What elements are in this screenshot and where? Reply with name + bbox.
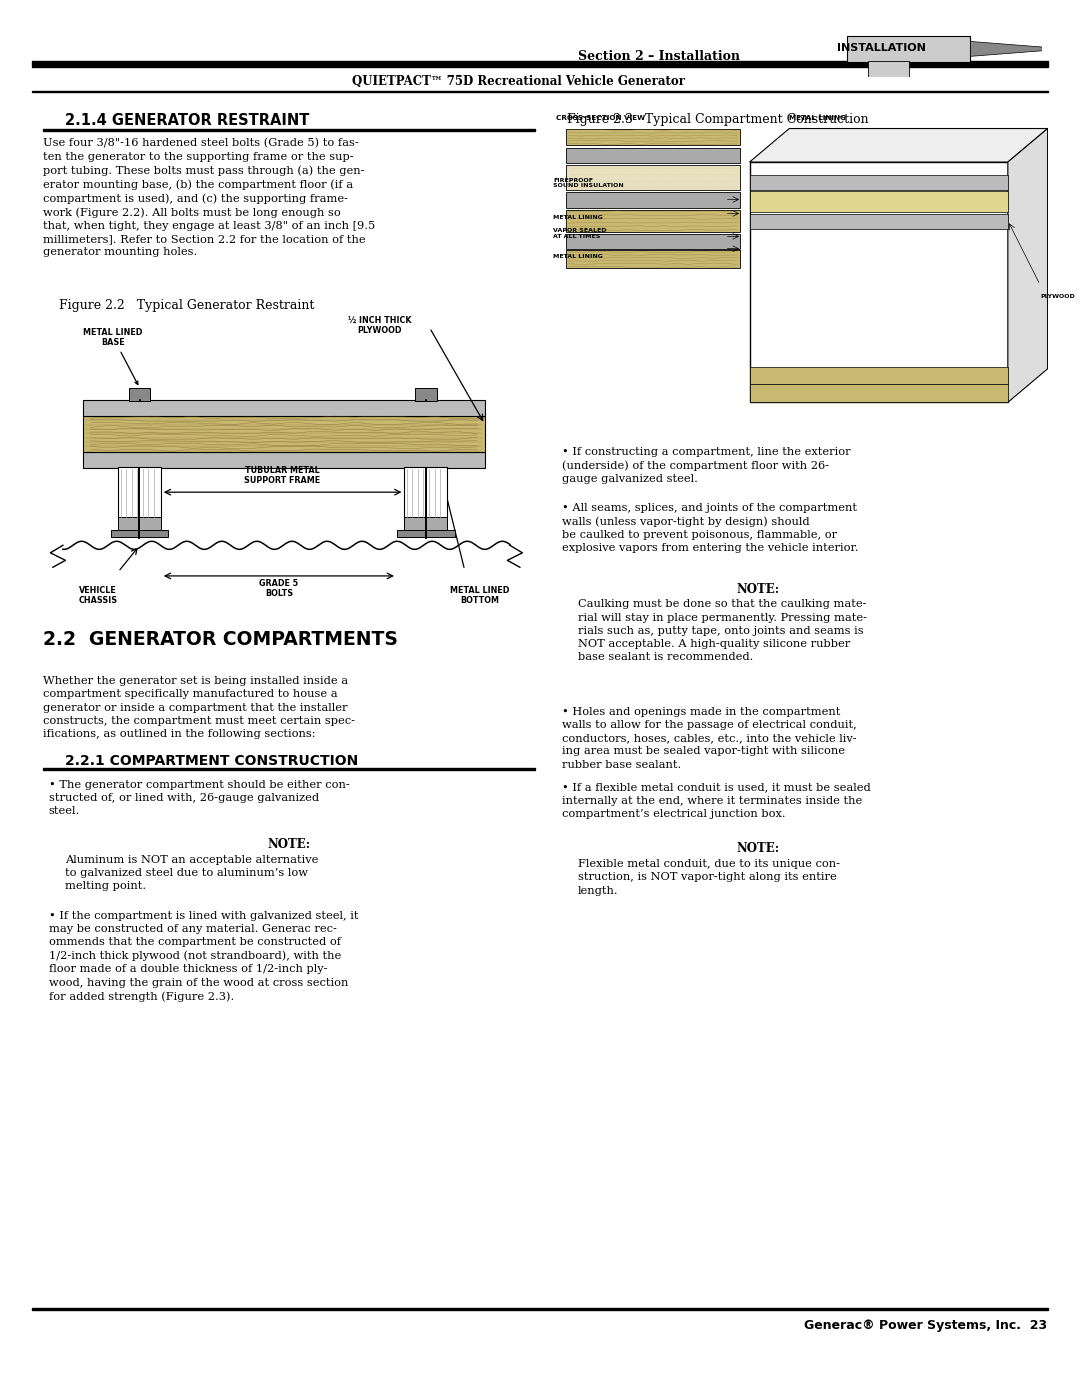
Bar (110, 529, 168, 538)
Bar (118, 517, 161, 531)
Text: Caulking must be done so that the caulking mate-
rial will stay in place permane: Caulking must be done so that the caulki… (578, 599, 867, 662)
Text: ½ INCH THICK
PLYWOOD: ½ INCH THICK PLYWOOD (348, 316, 411, 335)
Text: • All seams, splices, and joints of the compartment
walls (unless vapor-tight by: • All seams, splices, and joints of the … (562, 503, 859, 553)
Text: Generac® Power Systems, Inc.  23: Generac® Power Systems, Inc. 23 (805, 1319, 1048, 1331)
Bar (750, 214, 1008, 229)
Polygon shape (971, 42, 1042, 56)
Bar (416, 388, 436, 401)
Bar (32, 61, 1048, 67)
Text: TUBULAR METAL
SUPPORT FRAME: TUBULAR METAL SUPPORT FRAME (244, 465, 321, 485)
Bar (32, 1308, 1048, 1310)
Text: • If a flexible metal conduit is used, it must be sealed
internally at the end, : • If a flexible metal conduit is used, i… (562, 782, 870, 819)
Text: 2.2.1 COMPARTMENT CONSTRUCTION: 2.2.1 COMPARTMENT CONSTRUCTION (65, 754, 359, 768)
Text: VEHICLE
CHASSIS: VEHICLE CHASSIS (79, 585, 118, 605)
Text: METAL LINING: METAL LINING (789, 115, 847, 122)
Text: 2.2  GENERATOR COMPARTMENTS: 2.2 GENERATOR COMPARTMENTS (43, 630, 399, 650)
Text: CROSS-SECTION VIEW: CROSS-SECTION VIEW (556, 115, 645, 122)
Bar (750, 191, 1008, 212)
Bar (566, 210, 740, 232)
Bar (566, 235, 740, 249)
Bar (847, 36, 971, 61)
Text: 2.1.4 GENERATOR RESTRAINT: 2.1.4 GENERATOR RESTRAINT (65, 113, 309, 129)
Bar (566, 148, 740, 163)
Text: METAL LINING: METAL LINING (553, 215, 603, 221)
Bar (750, 162, 1008, 402)
Bar (83, 451, 485, 468)
Text: • If constructing a compartment, line the exterior
(underside) of the compartmen: • If constructing a compartment, line th… (562, 447, 850, 485)
Bar (83, 400, 485, 416)
Text: PLYWOOD: PLYWOOD (1040, 293, 1075, 299)
Text: Use four 3/8"-16 hardened steel bolts (Grade 5) to fas-
ten the generator to the: Use four 3/8"-16 hardened steel bolts (G… (43, 138, 376, 257)
Bar (750, 384, 1008, 402)
Text: Whether the generator set is being installed inside a
compartment specifically m: Whether the generator set is being insta… (43, 676, 355, 739)
Text: QUIETPACT™ 75D Recreational Vehicle Generator: QUIETPACT™ 75D Recreational Vehicle Gene… (352, 75, 685, 88)
Bar (130, 388, 150, 401)
Text: NOTE:: NOTE: (268, 838, 310, 851)
Bar (118, 468, 161, 518)
Text: Figure 2.3   Typical Compartment Construction: Figure 2.3 Typical Compartment Construct… (567, 113, 868, 126)
Text: • The generator compartment should be either con-
structed of, or lined with, 26: • The generator compartment should be ei… (49, 780, 349, 816)
Bar (566, 193, 740, 208)
Bar (404, 468, 447, 518)
Text: METAL LINING: METAL LINING (553, 254, 603, 258)
Text: Flexible metal conduit, due to its unique con-
struction, is NOT vapor-tight alo: Flexible metal conduit, due to its uniqu… (578, 859, 840, 895)
Text: NOTE:: NOTE: (737, 583, 780, 595)
Bar (396, 529, 455, 538)
Text: • If the compartment is lined with galvanized steel, it
may be constructed of an: • If the compartment is lined with galva… (49, 911, 359, 1002)
Bar (750, 366, 1008, 384)
Bar (750, 176, 1008, 190)
Bar (404, 517, 447, 531)
Bar (43, 768, 535, 770)
Text: Section 2 – Installation: Section 2 – Installation (578, 50, 740, 63)
Polygon shape (750, 129, 1048, 162)
Bar (566, 129, 740, 145)
Bar (83, 416, 485, 451)
Polygon shape (1008, 129, 1048, 402)
Text: FIREPROOF
SOUND INSULATION: FIREPROOF SOUND INSULATION (553, 177, 624, 189)
Text: NOTE:: NOTE: (737, 842, 780, 855)
Text: METAL LINED
BOTTOM: METAL LINED BOTTOM (450, 585, 510, 605)
Bar (43, 130, 535, 131)
Text: Figure 2.2   Typical Generator Restraint: Figure 2.2 Typical Generator Restraint (59, 299, 314, 312)
Text: INSTALLATION: INSTALLATION (837, 43, 926, 53)
Text: GRADE 5
BOLTS: GRADE 5 BOLTS (259, 578, 298, 598)
Bar (566, 165, 740, 190)
Text: • Holes and openings made in the compartment
walls to allow for the passage of e: • Holes and openings made in the compart… (562, 707, 856, 770)
Bar (32, 91, 1048, 92)
Text: Aluminum is NOT an acceptable alternative
to galvanized steel due to aluminum’s : Aluminum is NOT an acceptable alternativ… (65, 855, 319, 891)
Bar (566, 250, 740, 268)
Text: VAPOR SEALED
AT ALL TIMES: VAPOR SEALED AT ALL TIMES (553, 228, 607, 239)
Text: METAL LINED
BASE: METAL LINED BASE (83, 327, 143, 384)
Bar (868, 61, 909, 77)
